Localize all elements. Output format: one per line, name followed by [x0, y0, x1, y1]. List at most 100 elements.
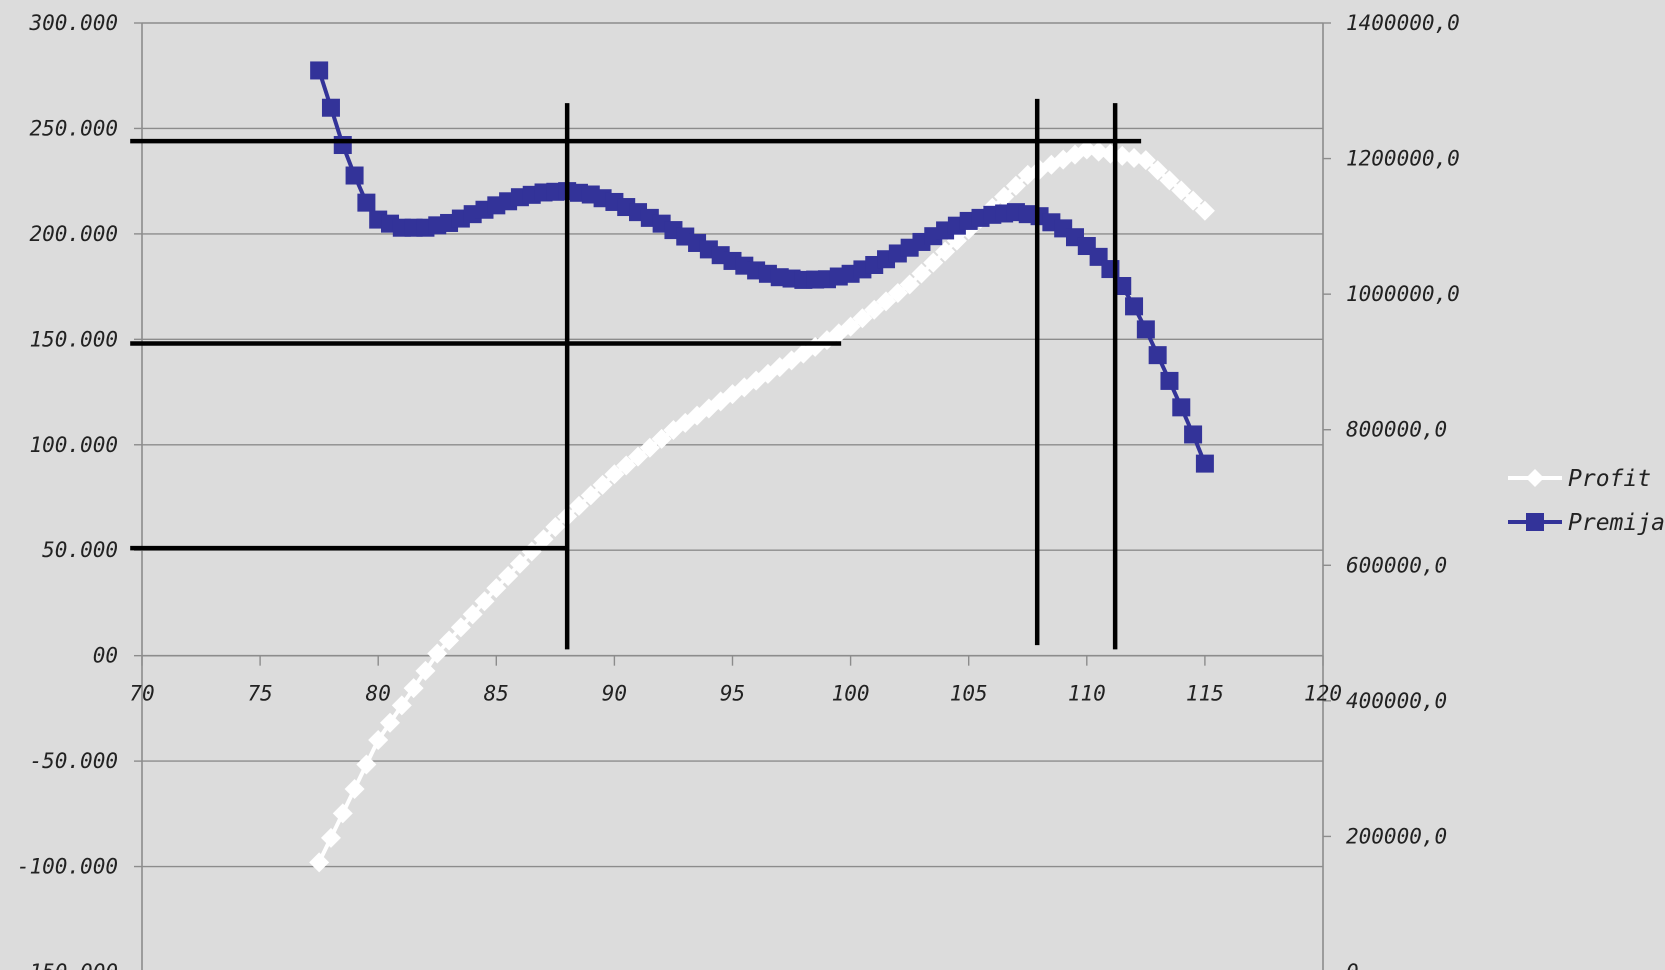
legend-premija-label: Premija [1568, 510, 1665, 536]
profit-series-layer [309, 139, 1215, 873]
right-tick-label-3: 600000,0 [1346, 553, 1447, 577]
profit-point-15 [486, 578, 507, 599]
profit-point-28 [639, 437, 660, 458]
profit-point-14 [474, 591, 495, 612]
profit-point-45 [840, 316, 861, 337]
profit-point-51 [911, 263, 932, 284]
left-tick-label-9: 300.000 [28, 11, 118, 35]
legend-premija-marker [1526, 513, 1544, 531]
right-tick-label-7: 1400000,0 [1346, 11, 1460, 35]
premija-point-74 [1184, 425, 1203, 444]
premija-point-69 [1125, 297, 1144, 316]
profit-point-20 [545, 517, 566, 538]
profit-point-1 [320, 827, 341, 848]
right-tick-label-4: 800000,0 [1346, 418, 1447, 442]
tick-labels-layer: -150.000 -100.000 -50.000 00 50.000 100.000 15… [17, 11, 1460, 970]
left-tick-label-0: -150.000 [17, 960, 118, 970]
left-tick-label-8: 250.000 [29, 116, 118, 140]
profit-point-22 [568, 495, 589, 516]
profit-point-19 [533, 529, 554, 550]
x-tick-label-10: 120 [1304, 682, 1342, 706]
premija-point-75 [1195, 454, 1214, 473]
left-tick-label-3: 00 [93, 644, 118, 668]
profit-point-10 [427, 643, 448, 664]
profit-point-29 [651, 428, 672, 449]
premija-point-0 [310, 61, 329, 80]
left-tick-label-6: 150.000 [29, 327, 118, 351]
profit-point-24 [592, 474, 613, 495]
annotation-layer [130, 98, 1142, 650]
premija-series-layer [310, 61, 1214, 473]
profit-point-4 [356, 754, 377, 775]
profit-point-25 [604, 464, 625, 485]
profit-point-11 [439, 630, 460, 651]
x-tick-label-9: 115 [1186, 682, 1224, 706]
premija-point-2 [333, 136, 352, 155]
x-tick-label-0: 70 [129, 682, 154, 706]
profit-point-17 [509, 553, 530, 574]
profit-point-12 [450, 617, 471, 638]
x-tick-label-3: 85 [484, 682, 509, 706]
premija-point-70 [1136, 320, 1155, 339]
premija-point-1 [321, 98, 340, 117]
x-tick-label-5: 95 [720, 682, 745, 706]
premija-point-4 [357, 193, 376, 212]
x-tick-label-7: 105 [950, 682, 988, 706]
profit-point-70 [1135, 150, 1156, 171]
profit-point-53 [935, 241, 956, 262]
profit-point-59 [1005, 175, 1026, 196]
profit-point-50 [899, 274, 920, 295]
premija-point-71 [1148, 346, 1167, 365]
x-tick-label-8: 110 [1068, 682, 1106, 706]
profit-point-8 [403, 678, 424, 699]
legend-profit-label: Profit [1568, 466, 1651, 492]
left-tick-label-7: 200.000 [29, 222, 118, 246]
left-tick-label-4: 50.000 [42, 538, 118, 562]
right-tick-label-6: 1200000,0 [1346, 147, 1460, 171]
x-tick-label-2: 80 [366, 682, 391, 706]
legend-profit-marker [1526, 469, 1544, 487]
profit-point-71 [1147, 160, 1168, 181]
right-tick-label-5: 1000000,0 [1346, 282, 1460, 306]
premija-point-72 [1160, 371, 1179, 390]
left-tick-label-1: -100.000 [17, 855, 118, 879]
profit-point-73 [1171, 180, 1192, 201]
profit-point-3 [344, 778, 365, 799]
left-tick-label-2: -50.000 [29, 749, 118, 773]
profit-point-46 [852, 308, 873, 329]
profit-point-26 [616, 455, 637, 476]
profit-point-13 [462, 604, 483, 625]
profit-point-16 [498, 565, 519, 586]
profit-point-58 [994, 186, 1015, 207]
right-tick-label-2: 400000,0 [1346, 689, 1447, 713]
premija-point-73 [1172, 398, 1191, 417]
x-tick-label-1: 75 [247, 682, 272, 706]
profit-point-0 [309, 852, 330, 873]
x-tick-label-4: 90 [602, 682, 627, 706]
profit-point-74 [1183, 190, 1204, 211]
profit-point-52 [923, 252, 944, 273]
x-tick-label-6: 100 [832, 682, 870, 706]
profit-point-75 [1194, 200, 1215, 221]
profit-point-7 [391, 695, 412, 716]
premija-point-3 [345, 166, 364, 185]
profit-point-9 [415, 660, 436, 681]
profit-point-72 [1159, 170, 1180, 191]
left-tick-label-5: 100.000 [29, 433, 118, 457]
axes-layer [134, 22, 1331, 970]
right-tick-label-1: 200000,0 [1346, 824, 1447, 848]
profit-point-49 [887, 282, 908, 303]
profit-point-6 [380, 712, 401, 733]
profit-point-2 [332, 803, 353, 824]
profit-point-23 [580, 485, 601, 506]
premija-point-68 [1113, 277, 1132, 296]
right-tick-label-0: 0 [1346, 960, 1359, 970]
profit-point-5 [368, 730, 389, 751]
profit-point-48 [876, 291, 897, 312]
profit-line [317, 147, 1207, 864]
profit-point-47 [864, 299, 885, 320]
legend: Profit Premija [1508, 466, 1665, 536]
profit-point-27 [628, 446, 649, 467]
